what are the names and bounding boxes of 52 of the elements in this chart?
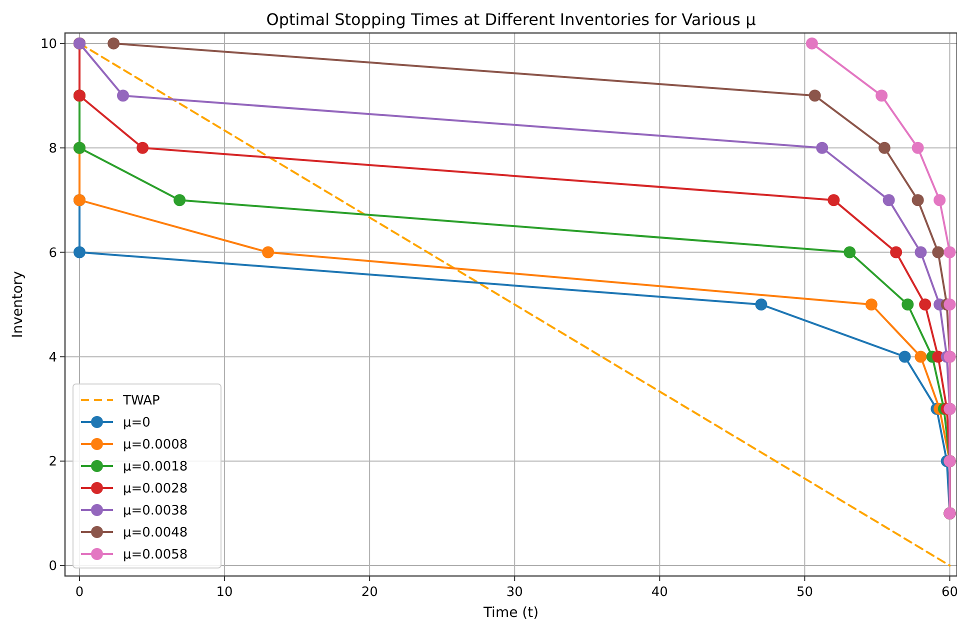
point (944, 298, 956, 310)
chart-title: Optimal Stopping Times at Different Inventories for Various μ (266, 10, 756, 29)
point (808, 90, 821, 102)
x-tick-label: 30 (506, 585, 523, 600)
point (865, 298, 878, 310)
point (934, 194, 946, 206)
point (898, 350, 911, 363)
point (890, 246, 902, 258)
point (262, 246, 274, 258)
y-tick-label: 0 (48, 559, 57, 574)
point (136, 142, 149, 154)
point (174, 194, 186, 206)
point (828, 194, 840, 206)
point (919, 298, 932, 310)
legend-label: μ=0.0008 (123, 438, 188, 453)
point (914, 246, 927, 258)
y-tick-label: 10 (40, 36, 57, 52)
point (806, 37, 818, 50)
point (816, 142, 828, 154)
point (914, 350, 927, 363)
legend-label: μ=0.0048 (123, 526, 188, 541)
point (932, 246, 944, 258)
y-axis-title: Inventory (10, 271, 26, 338)
x-axis-title: Time (t) (482, 605, 539, 621)
point (944, 246, 956, 258)
point (912, 194, 924, 206)
x-tick-label: 60 (941, 585, 957, 600)
point (108, 37, 120, 50)
x-tick-label: 40 (651, 585, 668, 600)
y-tick-label: 8 (48, 141, 57, 156)
x-tick-label: 50 (796, 585, 813, 600)
legend-label: μ=0.0038 (123, 504, 188, 519)
legend-label: μ=0.0058 (123, 548, 188, 563)
y-tick-label: 4 (48, 350, 57, 366)
point (878, 142, 890, 154)
point (876, 90, 888, 102)
x-tick-label: 20 (361, 585, 378, 600)
point (74, 246, 86, 258)
point (902, 298, 914, 310)
legend-label: μ=0 (123, 416, 150, 431)
x-tick-label: 0 (75, 585, 84, 600)
y-tick-label: 6 (48, 246, 57, 261)
y-tick-label: 2 (48, 454, 57, 470)
point (882, 194, 895, 206)
point (912, 142, 924, 154)
point (844, 246, 856, 258)
legend-label: TWAP (122, 394, 160, 409)
point (755, 298, 768, 310)
legend-label: μ=0.0028 (123, 482, 188, 497)
point (117, 90, 130, 102)
legend-label: μ=0.0018 (123, 460, 188, 475)
x-tick-label: 10 (216, 585, 233, 600)
